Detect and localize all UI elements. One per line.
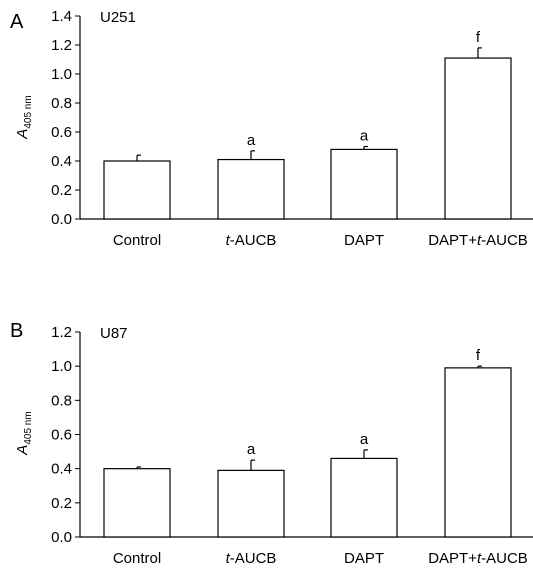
y-tick-label: 1.4 bbox=[51, 8, 72, 25]
chart-panel-a: A U251 A405 nm 0.0 0.2 0.4 0.6 0.8 1.0 1.2 1.4 Cont… bbox=[10, 8, 533, 249]
category-label: Control bbox=[113, 550, 161, 566]
category-label: Control bbox=[113, 232, 161, 249]
cell-line-label: U251 bbox=[100, 9, 136, 26]
y-tick-label: 0.8 bbox=[51, 392, 72, 409]
category-label: DAPT+t-AUCB bbox=[428, 232, 528, 249]
significance-label: a bbox=[247, 132, 256, 149]
y-tick-label: 0.6 bbox=[51, 124, 72, 141]
significance-label: f bbox=[476, 29, 481, 46]
significance-label: a bbox=[247, 441, 256, 458]
y-tick-label: 0.0 bbox=[51, 529, 72, 546]
y-tick-label: 1.0 bbox=[51, 66, 72, 83]
bar bbox=[330, 457, 398, 538]
category-label: DAPT+t-AUCB bbox=[428, 550, 528, 566]
category-label: t-AUCB bbox=[226, 232, 277, 249]
bar bbox=[217, 469, 285, 538]
panel-letter: A bbox=[10, 11, 24, 33]
y-axis-label: A405 nm bbox=[14, 411, 34, 455]
y-tick-label: 0.6 bbox=[51, 427, 72, 444]
y-tick-label: 0.0 bbox=[51, 211, 72, 228]
bar bbox=[330, 148, 398, 220]
bar bbox=[103, 468, 171, 538]
bar bbox=[444, 367, 512, 538]
y-tick-label: 0.8 bbox=[51, 95, 72, 112]
y-tick-label: 0.4 bbox=[51, 461, 72, 478]
category-label: t-AUCB bbox=[226, 550, 277, 566]
y-tick-label: 0.2 bbox=[51, 182, 72, 199]
y-tick-label: 1.2 bbox=[51, 324, 72, 341]
y-tick-label: 1.0 bbox=[51, 358, 72, 375]
y-axis-label: A405 nm bbox=[14, 95, 34, 139]
significance-label: a bbox=[360, 431, 369, 448]
category-label: DAPT bbox=[344, 550, 384, 566]
bar bbox=[103, 160, 171, 220]
panel-letter: B bbox=[10, 320, 23, 342]
significance-label: a bbox=[360, 128, 369, 145]
bar bbox=[217, 158, 285, 220]
bar bbox=[444, 57, 512, 220]
y-tick-label: 1.2 bbox=[51, 37, 72, 54]
category-label: DAPT bbox=[344, 232, 384, 249]
y-tick-label: 0.4 bbox=[51, 153, 72, 170]
significance-label: f bbox=[476, 347, 481, 364]
y-tick-label: 0.2 bbox=[51, 495, 72, 512]
cell-line-label: U87 bbox=[100, 325, 128, 342]
chart-panel-b: B U87 A405 nm 0.0 0.2 0.4 0.6 0.8 1.0 1.2 Control a… bbox=[10, 320, 533, 567]
